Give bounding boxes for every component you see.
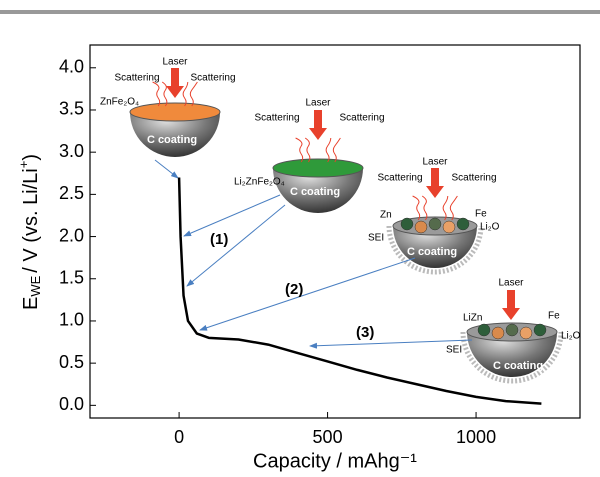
- y-tick-label: 2.5: [59, 183, 84, 203]
- scattering-label: Scattering: [377, 173, 422, 184]
- y-tick-label: 0.5: [59, 352, 84, 372]
- scatter-ray: [421, 195, 428, 221]
- top-rule: [0, 10, 600, 14]
- bowl: [393, 226, 477, 268]
- data-line: [177, 177, 542, 405]
- bowl: [130, 112, 220, 157]
- laser-label: Laser: [305, 98, 331, 109]
- particle: [491, 326, 505, 340]
- bowl-top: [272, 158, 364, 178]
- y-label-part: E: [20, 297, 42, 310]
- particle: [414, 220, 428, 234]
- bowl: [273, 168, 363, 213]
- y-tick-label: 4.0: [59, 57, 84, 77]
- scatter-ray: [442, 195, 449, 221]
- stage-label: (1): [210, 231, 228, 248]
- scatter-ray: [304, 137, 311, 163]
- scatter-ray: [332, 137, 341, 163]
- laser-arrow: [166, 86, 184, 98]
- scattering-label: Scattering: [339, 113, 384, 124]
- material-label: LiZn: [463, 313, 482, 324]
- laser-label: Laser: [162, 57, 188, 68]
- particle: [505, 323, 519, 337]
- laser-arrow: [507, 290, 515, 308]
- scatter-ray: [449, 195, 458, 221]
- pointer-arrows: [154, 159, 473, 349]
- bowl: [467, 332, 557, 377]
- material-label: Li₂O: [561, 331, 581, 342]
- scattering-label: Scattering: [190, 73, 235, 84]
- stage-label: (3): [356, 324, 374, 341]
- annotations: (1) (2) (3) Laser Scattering Scattering …: [100, 57, 581, 372]
- y-tick-label: 3.0: [59, 141, 84, 161]
- y-label-part: WE: [28, 275, 43, 296]
- scatter-ray: [189, 81, 198, 107]
- material-label: SEI: [446, 345, 462, 356]
- y-tick-label: 1.5: [59, 268, 84, 288]
- material-label: Fe: [475, 209, 487, 220]
- material-label: SEI: [368, 233, 384, 244]
- material-label: Zn: [380, 210, 392, 221]
- x-tick-label: 1000: [456, 427, 496, 447]
- particle: [533, 323, 547, 337]
- y-label-part: ): [20, 154, 42, 161]
- x-axis-label: Capacity / mAhg⁻¹: [253, 450, 417, 472]
- scattering-label: Scattering: [114, 73, 159, 84]
- sei-layer: [460, 331, 564, 384]
- material-label: Li₂ZnFe₂O₄: [234, 177, 285, 188]
- laser-arrow: [502, 308, 520, 320]
- scatter-ray: [412, 195, 421, 221]
- y-tick-label: 0.0: [59, 394, 84, 414]
- y-tick-label: 2.0: [59, 225, 84, 245]
- scatter-ray: [161, 81, 168, 107]
- y-label-part: / V (vs. Li/Li: [20, 168, 42, 272]
- laser-arrow: [309, 128, 327, 140]
- laser-label: Laser: [498, 278, 524, 289]
- sei-layer: [386, 225, 484, 275]
- laser-arrow: [431, 168, 439, 186]
- x-tick-label: 500: [313, 427, 343, 447]
- scatter-ray: [295, 137, 304, 163]
- y-label-part: +: [16, 161, 31, 169]
- y-tick-label: 1.0: [59, 310, 84, 330]
- coating-label: C coating: [407, 246, 457, 258]
- particle: [442, 220, 456, 234]
- laser-arrow: [314, 110, 322, 128]
- bowl-top: [129, 102, 221, 122]
- scatter-ray: [325, 137, 332, 163]
- particle: [400, 217, 414, 231]
- plot-frame: [89, 44, 581, 419]
- particle: [477, 323, 491, 337]
- x-tick-label: 0: [174, 427, 184, 447]
- scattering-label: Scattering: [254, 113, 299, 124]
- laser-label: Laser: [422, 157, 448, 168]
- material-label: Fe: [548, 311, 560, 322]
- stage-label: (2): [285, 281, 303, 298]
- laser-arrow: [171, 68, 179, 86]
- y-tick-label: 3.5: [59, 99, 84, 119]
- particle: [456, 217, 470, 231]
- coating-label: C coating: [493, 360, 543, 372]
- scattering-label: Scattering: [451, 173, 496, 184]
- coating-label: C coating: [290, 186, 340, 198]
- material-label: Li₂O: [480, 222, 500, 233]
- laser-arrow: [426, 186, 444, 198]
- y-axis-label: EWE / V (vs. Li/Li+): [16, 154, 43, 310]
- particle: [428, 217, 442, 231]
- coating-label: C coating: [147, 134, 197, 146]
- material-label: ZnFe₂O₄: [100, 97, 139, 108]
- scatter-ray: [182, 81, 189, 107]
- particle: [519, 326, 533, 340]
- scatter-ray: [152, 81, 161, 107]
